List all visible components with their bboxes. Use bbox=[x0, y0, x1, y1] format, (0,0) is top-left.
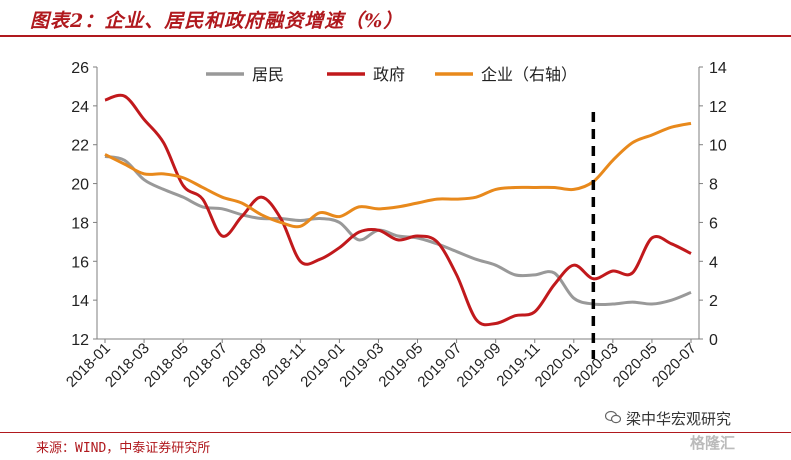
enterprise-line bbox=[104, 121, 692, 229]
legend-enterprise-label: 企业（右轴） bbox=[481, 65, 577, 84]
legend-residents-label: 居民 bbox=[252, 65, 284, 84]
right-tick-label: 4 bbox=[709, 254, 718, 271]
x-tick-label: 2020-07 bbox=[649, 340, 700, 391]
right-tick-label: 2 bbox=[709, 293, 718, 310]
page-title: 图表2：企业、居民和政府融资增速（%） bbox=[30, 10, 404, 32]
residents-line bbox=[104, 154, 692, 307]
footer-divider bbox=[0, 432, 791, 433]
right-tick-label: 6 bbox=[709, 215, 718, 232]
right-tick-label: 12 bbox=[709, 99, 727, 116]
left-tick-label: 26 bbox=[71, 60, 89, 77]
right-tick-label: 10 bbox=[709, 138, 727, 155]
source-note: 来源：WIND，中泰证券研究所 bbox=[36, 441, 211, 456]
left-tick-label: 18 bbox=[71, 215, 89, 232]
right-tick-label: 14 bbox=[709, 60, 727, 77]
right-tick-label: 0 bbox=[709, 332, 718, 349]
title-divider bbox=[0, 35, 791, 37]
right-tick-label: 8 bbox=[709, 177, 718, 194]
left-tick-label: 14 bbox=[71, 293, 89, 310]
x-tick-label: 2018-09 bbox=[219, 340, 270, 391]
left-tick-label: 24 bbox=[71, 99, 89, 116]
left-tick-label: 22 bbox=[71, 138, 89, 155]
left-tick-label: 12 bbox=[71, 332, 89, 349]
government-line bbox=[104, 93, 692, 327]
line-chart: 1214161820222426024681012142018-012018-0… bbox=[63, 60, 727, 391]
left-tick-label: 16 bbox=[71, 254, 89, 271]
legend-government-label: 政府 bbox=[373, 65, 405, 84]
watermark-logo: 格隆汇 bbox=[690, 434, 736, 452]
watermark-text: 梁中华宏观研究 bbox=[626, 410, 732, 428]
wechat-icon bbox=[605, 410, 621, 424]
left-tick-label: 20 bbox=[71, 177, 89, 194]
title-bar: 图表2：企业、居民和政府融资增速（%） bbox=[0, 0, 791, 37]
x-tick-label: 2019-09 bbox=[454, 340, 505, 391]
